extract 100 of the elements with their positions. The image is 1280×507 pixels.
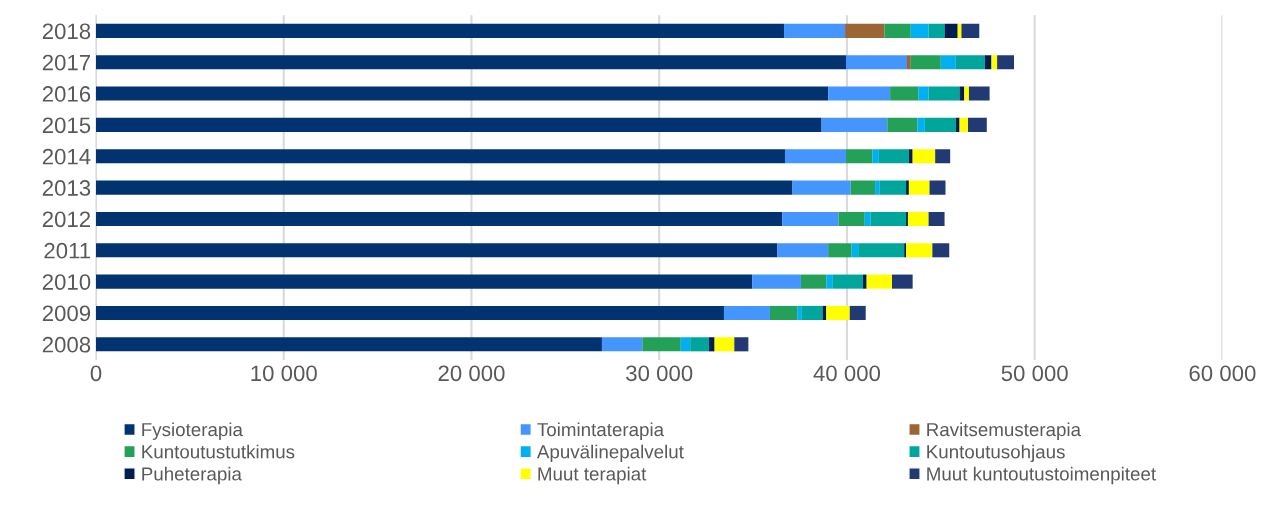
x-tick-label: 20 000: [438, 365, 505, 382]
legend-label: Muut kuntoutustoimenpiteet: [927, 466, 1156, 485]
bar: [96, 55, 846, 70]
bar: [912, 149, 936, 164]
bar: [866, 274, 892, 289]
bar: [932, 243, 950, 258]
bar: [991, 55, 998, 70]
bar: [752, 274, 801, 289]
bar: [826, 274, 833, 289]
x-tick-label: 40 000: [813, 365, 881, 382]
bar: [769, 305, 798, 321]
bar: [940, 55, 956, 70]
bar: [850, 180, 876, 195]
bar: [96, 305, 724, 321]
bar: [890, 86, 919, 101]
y-tick-label: 2015: [42, 117, 91, 134]
bar: [845, 55, 908, 70]
bar: [96, 117, 822, 132]
bar: [918, 86, 929, 101]
bar: [929, 180, 946, 195]
bar: [784, 23, 846, 38]
bar: [96, 337, 602, 352]
legend-label: Fysioterapia: [142, 422, 243, 440]
bar: [838, 211, 865, 226]
bar: [642, 337, 681, 352]
bar: [908, 149, 913, 164]
bar: [891, 274, 913, 289]
bar: [870, 211, 907, 226]
bar: [935, 149, 951, 164]
y-tick-label: 2013: [42, 180, 91, 196]
legend-label: Kuntoutusohjaus: [927, 444, 1065, 463]
bar: [968, 86, 990, 101]
bar: [601, 337, 643, 352]
bar: [928, 23, 945, 38]
bar: [777, 243, 829, 258]
bar: [826, 305, 850, 321]
bar: [851, 243, 859, 258]
bar: [782, 211, 839, 226]
y-tick-label: 2014: [42, 148, 91, 165]
bar: [928, 86, 960, 101]
bar: [96, 86, 829, 101]
bar: [690, 337, 709, 352]
bar: [910, 23, 929, 38]
bar: [801, 305, 823, 321]
bar: [845, 149, 873, 164]
bar: [875, 180, 880, 195]
bar: [96, 211, 783, 226]
bar: [878, 149, 909, 164]
bar: [959, 117, 969, 132]
bar: [821, 117, 888, 132]
y-tick-label: 2017: [42, 54, 91, 71]
legend-label: Kuntoutustutkimus: [142, 444, 295, 459]
bar: [714, 337, 735, 352]
bar: [797, 305, 802, 321]
x-tick-label: 0: [90, 365, 102, 382]
bar: [832, 274, 863, 289]
y-tick-label: 2011: [44, 242, 91, 259]
bar: [792, 180, 851, 195]
bar: [884, 23, 911, 38]
legend-label: Apuvälinepalvelut: [536, 444, 684, 463]
bar: [96, 274, 753, 289]
bar: [961, 23, 980, 38]
bar: [784, 149, 846, 164]
bar: [928, 211, 945, 226]
bar: [96, 180, 793, 195]
bar: [924, 117, 956, 132]
bar: [680, 337, 691, 352]
bar: [984, 55, 992, 70]
x-tick-label: 30 000: [626, 365, 693, 382]
bar: [849, 305, 866, 321]
bar: [828, 86, 891, 101]
bar: [828, 243, 852, 258]
bar: [910, 55, 941, 70]
bar: [955, 55, 985, 70]
bar: [907, 55, 911, 70]
bar: [708, 337, 715, 352]
bar: [906, 180, 909, 195]
bar: [872, 149, 879, 164]
bar: [907, 211, 929, 226]
bar: [96, 149, 785, 164]
bar: [955, 117, 960, 132]
y-tick-label: 2012: [42, 211, 91, 228]
bar: [944, 23, 958, 38]
bar: [845, 23, 885, 38]
bar: [858, 243, 905, 258]
bar: [879, 180, 907, 195]
legend-label: Puheterapia: [142, 466, 242, 485]
x-tick-label: 10 000: [251, 365, 317, 382]
bar: [906, 243, 933, 258]
bar: [917, 117, 925, 132]
y-tick-label: 2018: [42, 23, 91, 40]
bar: [800, 274, 827, 289]
x-tick-label: 60 000: [1189, 365, 1256, 382]
bar: [734, 337, 749, 352]
y-tick-label: 2010: [42, 274, 91, 290]
bar: [862, 274, 867, 289]
x-tick-label: 50 000: [1001, 365, 1068, 382]
legend-label: Ravitsemusterapia: [927, 422, 1082, 440]
bar: [96, 23, 785, 38]
legend-label: Muut terapiat: [538, 466, 647, 485]
